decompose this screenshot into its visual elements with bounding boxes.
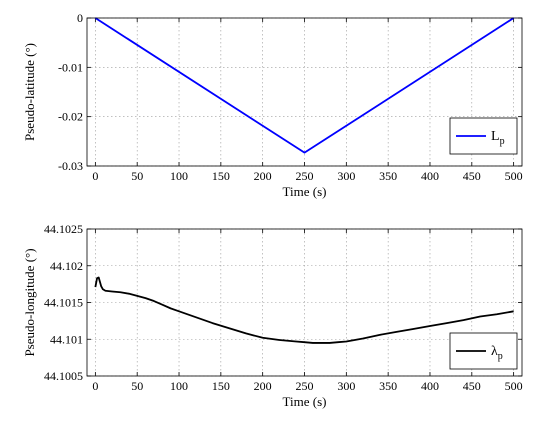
series-line-1-1 bbox=[94, 17, 515, 154]
x-tick-label: 0 bbox=[92, 169, 98, 183]
x-tick-label: 100 bbox=[170, 169, 188, 183]
y-tick-label: 44.1025 bbox=[44, 222, 83, 236]
x-tick-label: 0 bbox=[92, 379, 98, 393]
x-tick-label: 50 bbox=[131, 169, 143, 183]
x-tick-label: 250 bbox=[296, 169, 314, 183]
x-axis-label: Time (s) bbox=[283, 394, 327, 409]
y-tick-label: 44.1005 bbox=[44, 369, 83, 383]
y-axis-label: Pseudo-latitude (°) bbox=[22, 43, 37, 141]
x-tick-label: 150 bbox=[212, 169, 230, 183]
axes-frame bbox=[86, 228, 523, 377]
x-tick-label: 300 bbox=[337, 169, 355, 183]
y-tick-label: 44.102 bbox=[50, 259, 83, 273]
x-tick-label: 350 bbox=[379, 169, 397, 183]
y-tick-label: -0.02 bbox=[58, 110, 83, 124]
x-tick-label: 150 bbox=[212, 379, 230, 393]
x-tick-label: 200 bbox=[254, 379, 272, 393]
y-axis-label: Pseudo-longitude (°) bbox=[22, 248, 37, 356]
x-tick-label: 250 bbox=[296, 379, 314, 393]
x-tick-label: 400 bbox=[421, 379, 439, 393]
chart-panel-2: 0 50 100 150 200 250 300 350 400 450 500 44.1025 44.… bbox=[22, 222, 523, 409]
x-tick-label: 450 bbox=[463, 379, 481, 393]
x-tick-label: 350 bbox=[379, 379, 397, 393]
chart-panel-1: 0 50 100 150 200 250 300 350 400 450 500 0 -0.01 -0.0… bbox=[22, 11, 523, 199]
legend-label: Lp bbox=[491, 129, 505, 147]
legend: Lp bbox=[449, 117, 518, 155]
y-tick-label: -0.01 bbox=[58, 60, 83, 74]
y-tick-label: 44.1015 bbox=[44, 296, 83, 310]
x-tick-label: 500 bbox=[505, 379, 523, 393]
x-tick-label: 300 bbox=[337, 379, 355, 393]
legend: λp bbox=[449, 332, 518, 370]
legend-label: λp bbox=[491, 344, 503, 362]
x-tick-label: 500 bbox=[505, 169, 523, 183]
x-tick-label: 400 bbox=[421, 169, 439, 183]
x-tick-label: 200 bbox=[254, 169, 272, 183]
y-tick-label: -0.03 bbox=[58, 159, 83, 173]
x-tick-label: 450 bbox=[463, 169, 481, 183]
x-tick-label: 100 bbox=[170, 379, 188, 393]
y-tick-label: 44.101 bbox=[50, 332, 83, 346]
series-line-2-1 bbox=[94, 276, 514, 344]
x-tick-label: 50 bbox=[131, 379, 143, 393]
x-axis-label: Time (s) bbox=[283, 184, 327, 199]
y-tick-label: 0 bbox=[77, 11, 83, 25]
axes-frame bbox=[86, 17, 523, 167]
